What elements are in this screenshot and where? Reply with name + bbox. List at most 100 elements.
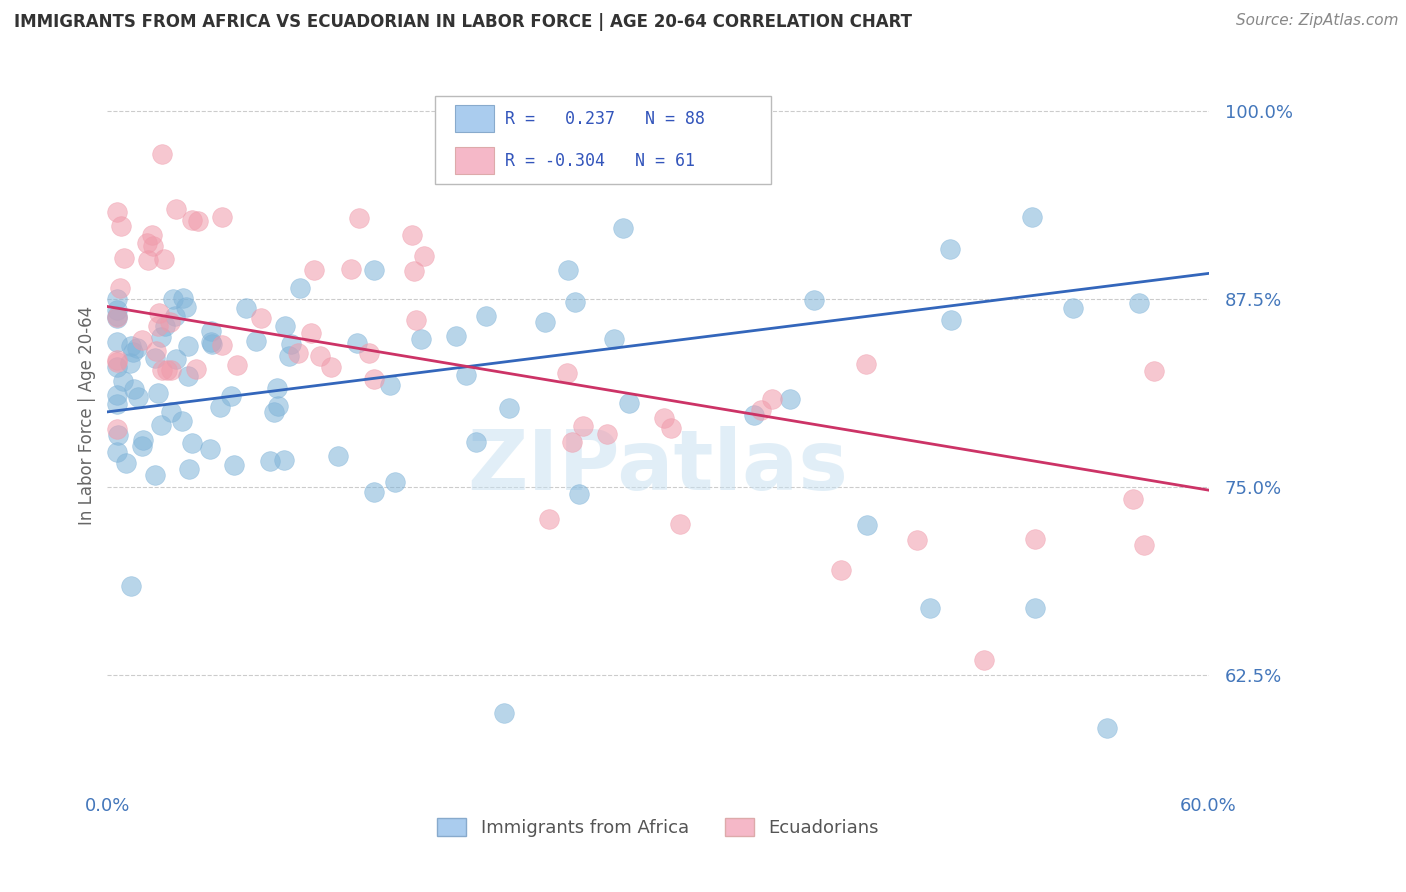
Point xyxy=(187,213,209,227)
Point xyxy=(454,368,477,383)
Point xyxy=(105,293,128,307)
Point xyxy=(475,309,498,323)
Point xyxy=(855,357,877,371)
Point xyxy=(180,435,202,450)
Point xyxy=(107,388,129,402)
Point xyxy=(761,392,783,406)
Point xyxy=(973,653,995,667)
Point xyxy=(654,411,676,425)
Point xyxy=(224,458,246,472)
Point xyxy=(105,352,128,367)
Point xyxy=(612,221,634,235)
Y-axis label: In Labor Force | Age 20-64: In Labor Force | Age 20-64 xyxy=(79,306,96,525)
Point xyxy=(349,211,371,225)
Point xyxy=(200,334,222,349)
Point xyxy=(132,433,155,447)
Point xyxy=(112,252,135,266)
Point xyxy=(198,442,221,456)
Point xyxy=(557,262,579,277)
Point xyxy=(1143,364,1166,378)
Point xyxy=(1097,721,1119,735)
Point xyxy=(177,368,200,383)
Point xyxy=(235,301,257,315)
Point xyxy=(115,456,138,470)
Point xyxy=(596,426,619,441)
Point xyxy=(184,362,207,376)
Point xyxy=(384,475,406,490)
Point xyxy=(105,310,128,324)
Point xyxy=(120,338,142,352)
Point xyxy=(363,263,385,277)
Point xyxy=(201,336,224,351)
Point xyxy=(299,326,322,341)
Point xyxy=(346,335,368,350)
Point xyxy=(200,324,222,338)
Point xyxy=(619,396,641,410)
Point xyxy=(120,579,142,593)
Point xyxy=(340,262,363,277)
Point xyxy=(174,300,197,314)
Point xyxy=(492,706,515,720)
Point xyxy=(274,318,297,333)
Point xyxy=(401,228,423,243)
Point xyxy=(105,360,128,375)
Point xyxy=(136,236,159,251)
Point xyxy=(941,313,963,327)
Point xyxy=(856,517,879,532)
Point xyxy=(267,399,290,413)
Text: R =   0.237   N = 88: R = 0.237 N = 88 xyxy=(505,110,706,128)
Point xyxy=(149,330,172,344)
Point xyxy=(142,239,165,253)
Point xyxy=(211,210,233,224)
Point xyxy=(148,386,170,401)
Point xyxy=(309,350,332,364)
Point xyxy=(208,400,231,414)
Point xyxy=(131,333,153,347)
Point xyxy=(156,363,179,377)
Point xyxy=(149,418,172,433)
Point xyxy=(938,242,960,256)
Point xyxy=(120,356,142,370)
Point xyxy=(287,346,309,360)
Point xyxy=(742,408,765,422)
Point xyxy=(557,366,579,380)
Point xyxy=(150,363,173,377)
Point xyxy=(328,450,350,464)
Point xyxy=(263,405,285,419)
Point xyxy=(1132,538,1154,552)
Point xyxy=(661,421,683,435)
Point xyxy=(127,390,149,404)
Point xyxy=(321,359,343,374)
Point xyxy=(603,332,626,346)
Point xyxy=(110,281,132,295)
Point xyxy=(165,351,187,366)
Point xyxy=(112,374,135,388)
Point xyxy=(1122,491,1144,506)
Point xyxy=(105,355,128,369)
Point xyxy=(152,252,174,267)
Point xyxy=(266,381,288,395)
Point xyxy=(219,389,242,403)
Point xyxy=(150,147,173,161)
Point xyxy=(411,332,433,346)
Point xyxy=(1128,296,1150,310)
Point xyxy=(148,306,170,320)
Point xyxy=(779,392,801,406)
Point xyxy=(250,311,273,326)
Point xyxy=(363,485,385,500)
Point xyxy=(304,262,326,277)
Point xyxy=(830,563,852,577)
Point xyxy=(121,345,143,359)
Point xyxy=(413,249,436,263)
Point xyxy=(278,349,301,363)
Point xyxy=(136,252,159,267)
Point xyxy=(1024,600,1046,615)
Point xyxy=(259,453,281,467)
Point xyxy=(105,311,128,326)
Point xyxy=(159,405,181,419)
Point xyxy=(533,315,555,329)
Point xyxy=(464,435,486,450)
Point xyxy=(444,328,467,343)
Point xyxy=(145,344,167,359)
Text: IMMIGRANTS FROM AFRICA VS ECUADORIAN IN LABOR FORCE | AGE 20-64 CORRELATION CHAR: IMMIGRANTS FROM AFRICA VS ECUADORIAN IN … xyxy=(14,13,912,31)
